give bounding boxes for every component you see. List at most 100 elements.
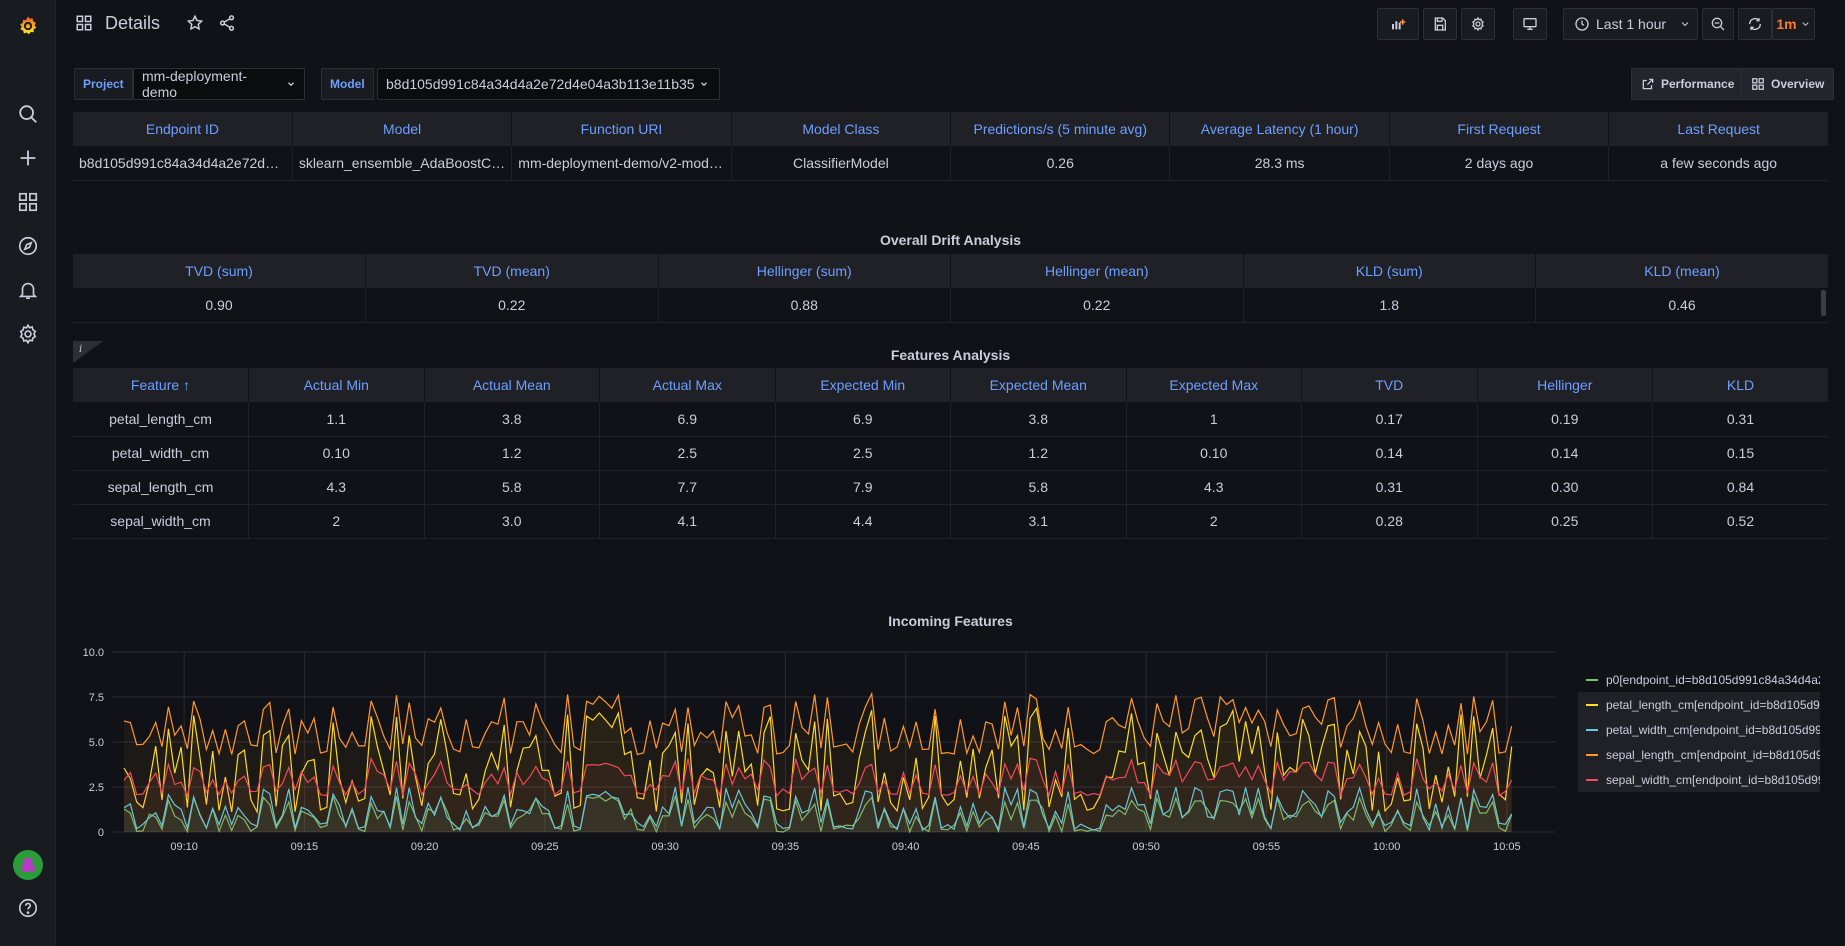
dashboards-icon[interactable] — [10, 184, 46, 220]
refresh-interval-picker[interactable]: 1m — [1772, 8, 1815, 40]
add-panel-button[interactable] — [1377, 8, 1419, 40]
legend-color-swatch — [1586, 753, 1598, 756]
table-cell: 0.84 — [1652, 470, 1828, 505]
time-range-label: Last 1 hour — [1596, 16, 1667, 32]
monitor-icon — [1523, 18, 1537, 30]
add-panel-icon — [1392, 19, 1406, 30]
tv-mode-button[interactable] — [1513, 8, 1547, 40]
table-cell: 2.5 — [599, 436, 776, 471]
share-icon[interactable] — [216, 12, 238, 34]
table-cell: 4.3 — [248, 470, 425, 505]
column-header[interactable]: Predictions/s (5 minute avg) — [950, 112, 1171, 146]
table-cell: 0.10 — [248, 436, 425, 471]
alerting-bell-icon[interactable] — [10, 272, 46, 308]
column-header[interactable]: Average Latency (1 hour) — [1169, 112, 1390, 146]
y-tick-label: 10.0 — [83, 647, 104, 659]
endpoint-table: Endpoint ID Model Function URI Model Cla… — [73, 112, 1829, 181]
legend-label: sepal_width_cm[endpoint_id=b8d105d991c84… — [1606, 772, 1820, 787]
legend-color-swatch — [1586, 703, 1598, 706]
column-header[interactable]: TVD (sum) — [73, 254, 366, 288]
model-variable-select[interactable]: b8d105d991c84a34d4a2e72d4e04a3b113e11b35 — [377, 68, 720, 100]
legend-item[interactable]: sepal_length_cm[endpoint_id=b8d105d991c8… — [1578, 742, 1820, 767]
table-cell: 0.10 — [1126, 436, 1302, 471]
latency-cell: 28.3 ms — [1169, 146, 1390, 181]
overview-link[interactable]: Overview — [1741, 68, 1835, 100]
column-header[interactable]: Endpoint ID — [73, 112, 293, 146]
column-header[interactable]: Hellinger (mean) — [950, 254, 1244, 288]
column-header[interactable]: Expected Mean — [950, 368, 1127, 402]
column-header[interactable]: Last Request — [1608, 112, 1829, 146]
column-header[interactable]: Actual Max — [599, 368, 776, 402]
zoom-out-button[interactable] — [1702, 8, 1734, 40]
star-icon[interactable] — [184, 12, 206, 34]
column-header[interactable]: Model Class — [731, 112, 952, 146]
grafana-logo-icon[interactable] — [8, 6, 48, 46]
table-cell: 0.88 — [658, 288, 951, 323]
model-variable-label: Model — [321, 68, 374, 100]
column-header[interactable]: KLD (sum) — [1243, 254, 1536, 288]
refresh-button[interactable] — [1738, 8, 1772, 40]
table-cell: 3.8 — [424, 402, 600, 437]
table-cell: 5.8 — [424, 470, 600, 505]
table-row: 0.90 0.22 0.88 0.22 1.8 0.46 — [73, 288, 1828, 323]
configuration-gear-icon[interactable] — [10, 316, 46, 352]
legend-label: p0[endpoint_id=b8d105d991c84a34d4a2e72d4… — [1606, 672, 1820, 687]
time-picker-button[interactable]: Last 1 hour — [1563, 8, 1698, 40]
chevron-down-icon — [1681, 22, 1689, 27]
legend-color-swatch — [1586, 678, 1598, 681]
column-header[interactable]: First Request — [1389, 112, 1610, 146]
legend-item[interactable]: sepal_width_cm[endpoint_id=b8d105d991c84… — [1578, 767, 1820, 792]
table-cell: 4.3 — [1126, 470, 1302, 505]
column-header[interactable]: KLD (mean) — [1535, 254, 1828, 288]
incoming-features-chart[interactable]: 0 2.5 5.0 7.5 10.0 09:10 09:15 09:20 09:25 09:30 0… — [70, 640, 1560, 860]
performance-link-label: Performance — [1661, 77, 1735, 91]
legend-item[interactable]: petal_length_cm[endpoint_id=b8d105d991c8… — [1578, 692, 1820, 717]
column-header[interactable]: Actual Mean — [424, 368, 600, 402]
series-area — [124, 758, 1512, 832]
x-tick-label: 10:00 — [1373, 841, 1401, 853]
chart-title[interactable]: Incoming Features — [888, 613, 1013, 629]
endpoint-id-cell[interactable]: b8d105d991c84a34d4a2e72d4e04a3b113e11b35 — [73, 146, 293, 181]
column-header[interactable]: KLD — [1652, 368, 1828, 402]
panel-info-icon[interactable]: i — [73, 341, 103, 363]
column-header[interactable]: Hellinger — [1477, 368, 1653, 402]
column-header[interactable]: Actual Min — [248, 368, 425, 402]
settings-gear-icon — [1472, 16, 1484, 32]
search-icon[interactable] — [10, 96, 46, 132]
help-icon[interactable] — [10, 890, 46, 926]
column-header[interactable]: TVD (mean) — [365, 254, 659, 288]
drift-panel-title[interactable]: Overall Drift Analysis — [879, 232, 1022, 248]
feature-name-cell: petal_length_cm — [73, 402, 249, 437]
svg-text:i: i — [79, 344, 82, 355]
legend-color-swatch — [1586, 778, 1598, 781]
save-dashboard-button[interactable] — [1423, 8, 1457, 40]
user-avatar[interactable] — [10, 847, 46, 883]
column-header[interactable]: TVD — [1301, 368, 1478, 402]
save-icon — [1434, 17, 1446, 31]
chevron-down-icon — [700, 82, 707, 87]
explore-compass-icon[interactable] — [10, 228, 46, 264]
x-tick-label: 09:35 — [772, 841, 800, 853]
column-header[interactable]: Hellinger (sum) — [658, 254, 951, 288]
column-header[interactable]: Expected Min — [775, 368, 951, 402]
features-panel-title[interactable]: Features Analysis — [890, 347, 1011, 363]
column-header[interactable]: Function URI — [511, 112, 732, 146]
performance-link[interactable]: Performance — [1631, 68, 1745, 100]
table-scrollbar[interactable] — [1821, 290, 1826, 316]
predictions-cell: 0.26 — [950, 146, 1171, 181]
table-cell: 6.9 — [775, 402, 951, 437]
column-header[interactable]: Model — [292, 112, 513, 146]
refresh-icon — [1749, 18, 1761, 30]
column-header[interactable]: Expected Max — [1126, 368, 1302, 402]
table-row: b8d105d991c84a34d4a2e72d4e04a3b113e11b35… — [73, 146, 1829, 181]
legend-item[interactable]: petal_width_cm[endpoint_id=b8d105d991c84… — [1578, 717, 1820, 742]
legend-item[interactable]: p0[endpoint_id=b8d105d991c84a34d4a2e72d4… — [1578, 667, 1820, 692]
project-variable-select[interactable]: mm-deployment-demo — [133, 68, 305, 100]
table-cell: 1.2 — [950, 436, 1127, 471]
create-plus-icon[interactable] — [10, 140, 46, 176]
legend-label: petal_length_cm[endpoint_id=b8d105d991c8… — [1606, 697, 1820, 712]
dashboard-settings-button[interactable] — [1461, 8, 1495, 40]
table-cell: 0.19 — [1477, 402, 1653, 437]
dashboard-title[interactable]: Details — [105, 12, 161, 33]
column-header-feature[interactable]: Feature ↑ — [73, 368, 249, 402]
